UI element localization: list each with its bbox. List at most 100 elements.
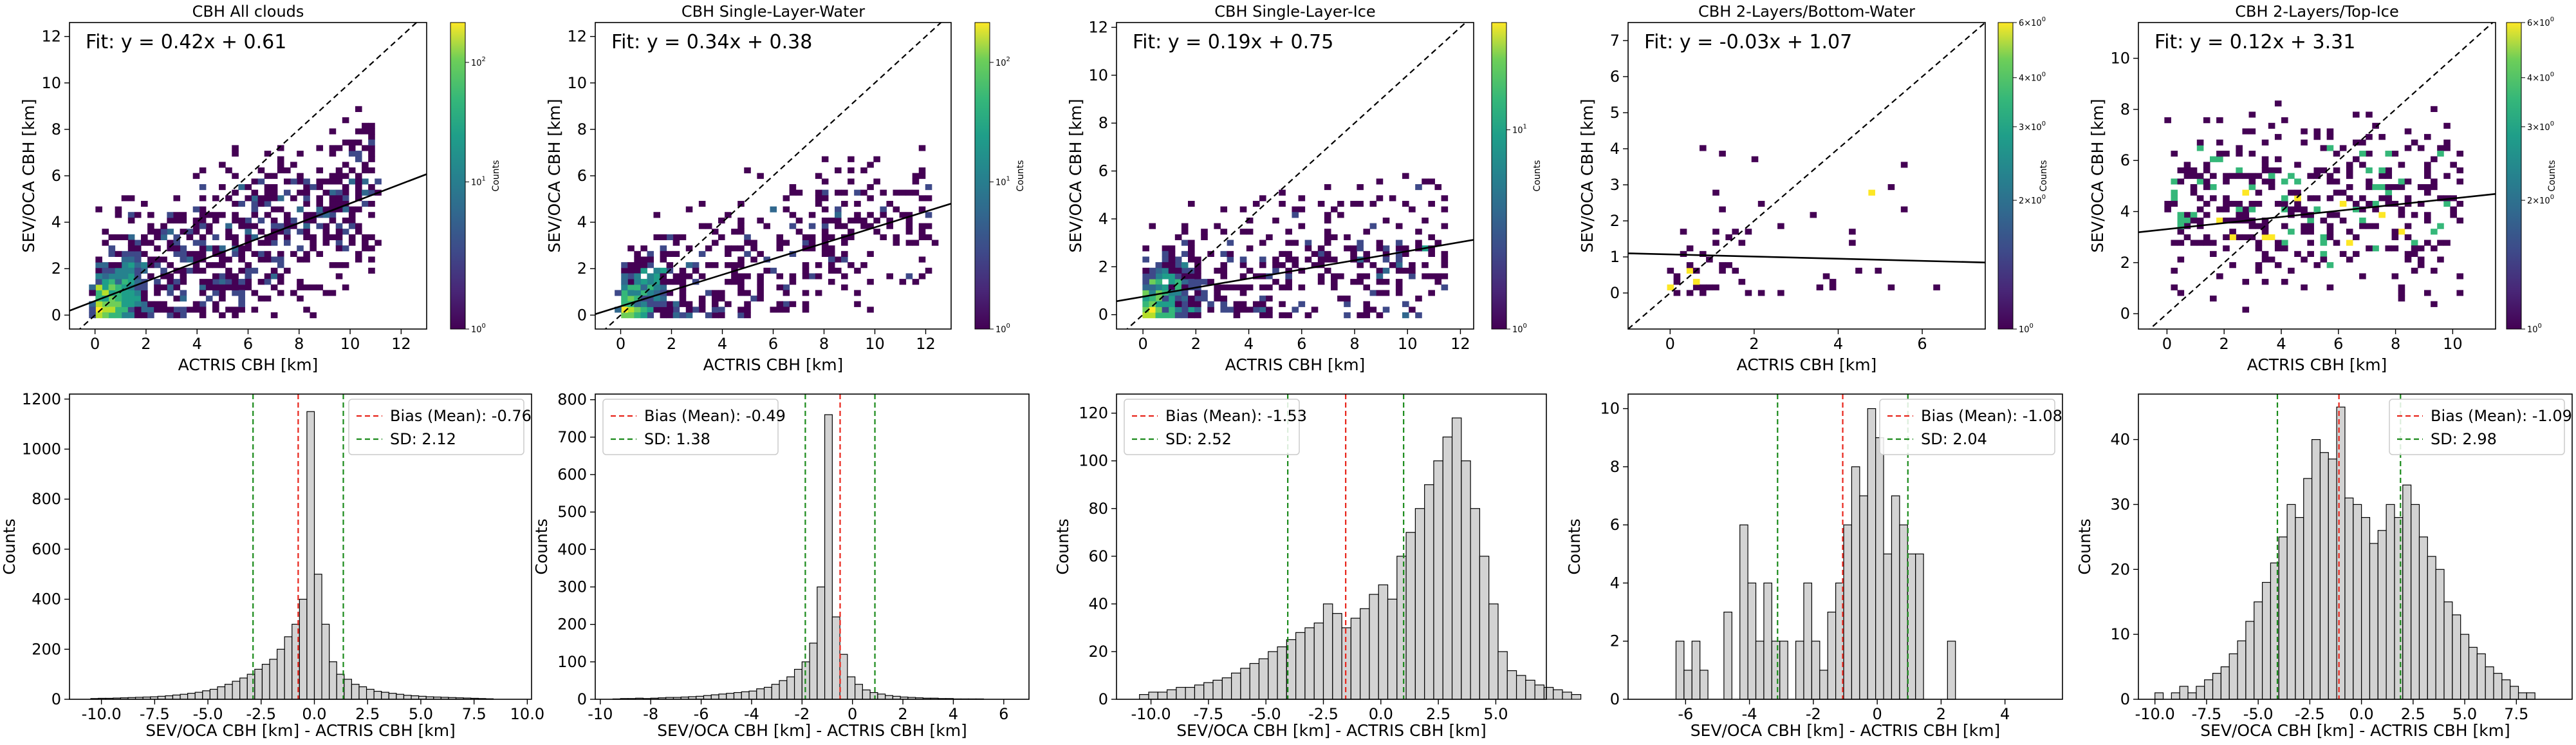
heatmap-cell [1395,223,1403,229]
heatmap-cell [2274,134,2282,140]
heatmap-cell [1168,296,1176,302]
heatmap-cell [167,245,174,252]
heatmap-cell [802,290,810,296]
legend-bias-label: Bias (Mean): -1.08 [1921,407,2062,425]
heatmap-cell [219,296,226,302]
histogram-bar [1451,417,1462,700]
heatmap-cell [653,267,661,274]
heatmap-cell [2359,217,2366,224]
heatmap-cell [2320,145,2328,151]
heatmap-cell [880,234,887,241]
heatmap-cell [2242,212,2250,218]
histogram-bar [1221,677,1232,700]
heatmap-cell [1409,206,1416,212]
heatmap-cell [1298,301,1306,307]
heatmap-cell [672,279,680,285]
heatmap-cell [2431,106,2438,112]
heatmap-cell [199,217,207,224]
x-tick-label: 0.0 [302,705,326,723]
x-tick-label: 2 [141,335,151,353]
heatmap-cell [2236,173,2243,179]
heatmap-cell [2274,240,2282,246]
fit-line [1628,252,1985,263]
y-tick-label: 8 [1610,458,1620,476]
x-tick-label: 6 [768,335,778,353]
heatmap-cell [2411,245,2418,252]
heatmap-cell [2210,184,2217,191]
heatmap-cell [647,262,654,269]
heatmap-cell [698,306,706,313]
heatmap-cell [134,262,142,269]
heatmap-cell [199,284,207,290]
heatmap-cell [232,290,239,296]
heatmap-cell [1434,273,1442,279]
heatmap-cell [2320,240,2328,246]
heatmap-cell [795,217,803,224]
heatmap-cell [1239,206,1247,212]
heatmap-cell [2404,250,2412,257]
histogram-bar [1387,598,1398,700]
x-tick-label: -5.0 [193,705,223,723]
histogram-bar [239,677,248,700]
heatmap-cell [355,229,362,235]
heatmap-cell [205,223,213,229]
heatmap-cell [277,223,284,229]
heatmap-cell [1357,240,1364,246]
heatmap-cell [348,212,356,218]
heatmap-cell [744,240,751,246]
x-tick-label: -10.0 [2135,705,2175,723]
heatmap-cell [2216,217,2223,224]
y-tick-label: 400 [32,590,61,608]
histogram-bar [793,668,802,700]
heatmap-cell [329,262,337,269]
heatmap-cell [835,267,842,274]
histogram-bar [786,676,795,700]
heatmap-cell [2346,195,2353,202]
y-tick-label: 10 [41,74,61,92]
histogram-bar [1771,641,1781,700]
heatmap-cell [257,240,265,246]
y-tick-label: 40 [1088,595,1108,613]
heatmap-cell [1149,267,1156,274]
heatmap-cell [905,212,913,218]
heatmap-cell [186,234,194,241]
heatmap-cell [277,229,284,235]
heatmap-cell [225,229,232,235]
heatmap-cell [277,162,284,168]
heatmap-cell [621,262,628,269]
heatmap-cell [335,223,343,229]
heatmap-cell [297,178,304,185]
heatmap-cell [828,256,835,263]
heatmap-cell [1201,290,1208,296]
heatmap-cell [1428,245,1435,252]
legend-box [602,399,779,455]
heatmap-cell [2353,234,2360,241]
heatmap-cell [1239,284,1247,290]
heatmap-cell [1712,240,1719,246]
x-tick-label: 0 [1665,335,1675,353]
fit-line [1117,239,1474,303]
heatmap-cell [219,212,226,218]
heatmap-cell [653,296,661,302]
heatmap-cell [848,178,855,185]
heatmap-cell [2424,189,2431,196]
heatmap-cell [1227,306,1234,313]
colorbar-tick-label: 6×100 [2019,16,2046,28]
x-axis-label: ACTRIS CBH [km] [703,355,844,374]
heatmap-cell [205,296,213,302]
y-tick-label: 1000 [22,440,61,458]
heatmap-cell [627,279,635,285]
heatmap-cell [257,195,265,202]
heatmap-cell [160,284,167,290]
heatmap-cell [342,189,349,196]
heatmap-cell [2248,128,2256,135]
heatmap-cell [1168,267,1176,274]
heatmap-cell [2301,128,2308,135]
heatmap-cell [232,189,239,196]
colorbar [1997,22,2014,330]
heatmap-cell [2171,189,2178,196]
heatmap-cell [2248,200,2256,207]
heatmap-cell [134,296,142,302]
heatmap-cell [1725,234,1732,241]
heatmap-cell [2196,240,2204,246]
